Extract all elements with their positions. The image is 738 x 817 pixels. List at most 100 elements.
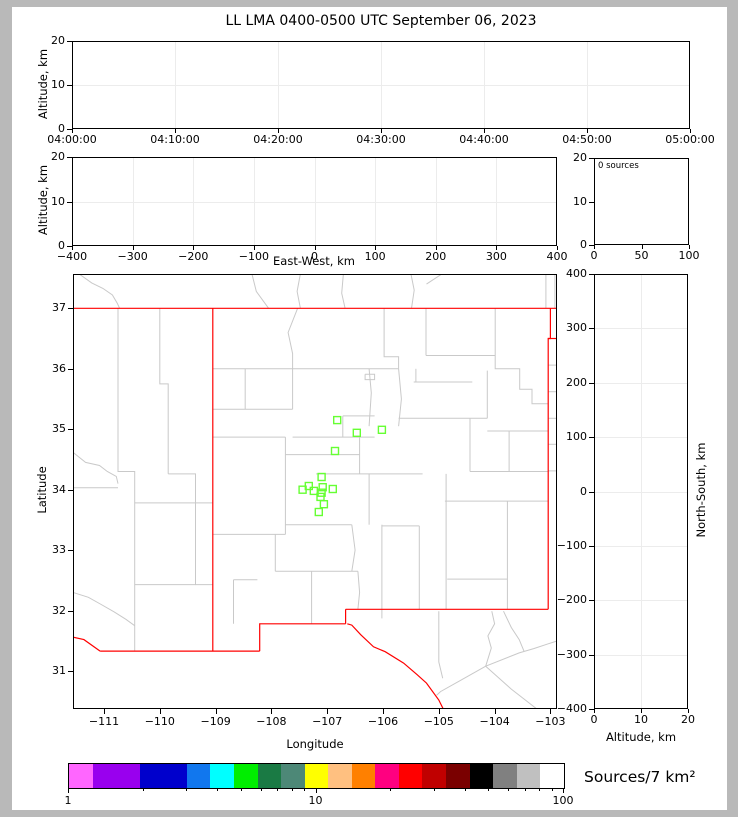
tick-label: −106	[367, 715, 399, 728]
tick-mark	[508, 788, 509, 791]
colorbar-unit-label: Sources/7 km²	[584, 768, 696, 786]
tick-mark	[216, 709, 217, 714]
tick-mark	[67, 85, 72, 86]
tick-mark	[688, 709, 689, 713]
tick-label: −300	[556, 647, 587, 661]
tick-label: 04:10:00	[150, 133, 200, 146]
county-boundary	[74, 452, 119, 484]
tick-mark	[186, 788, 187, 791]
county-boundary	[74, 592, 135, 627]
county-boundary	[251, 275, 270, 309]
tick-label: 33	[52, 543, 66, 557]
tick-mark	[563, 788, 564, 793]
tick-mark	[193, 246, 194, 250]
county-boundary	[341, 275, 346, 309]
tick-mark	[589, 492, 594, 493]
tick-label: 04:30:00	[356, 133, 406, 146]
tick-label: 10	[634, 713, 648, 726]
tick-mark	[589, 202, 594, 203]
tick-mark	[278, 129, 279, 133]
tick-mark	[525, 788, 526, 791]
colorbar-segment	[446, 764, 470, 788]
tick-mark	[254, 246, 255, 250]
tick-mark	[589, 328, 594, 329]
tick-label: −107	[312, 715, 343, 728]
tick-mark	[72, 129, 73, 133]
colorbar-segment	[233, 764, 258, 788]
tick-label: 1	[64, 794, 72, 807]
tick-mark	[67, 41, 72, 42]
tick-mark	[383, 709, 384, 714]
tick-label: 0	[580, 484, 587, 498]
county-boundary	[364, 373, 376, 381]
county-boundary	[368, 368, 372, 427]
colorbar-segment	[516, 764, 541, 788]
tick-mark	[552, 788, 553, 791]
county-boundary	[195, 502, 213, 586]
tick-label: 0	[58, 122, 65, 135]
lightning-source-marker	[314, 507, 323, 517]
tick-label: 20	[681, 713, 695, 726]
tick-label: 100	[678, 249, 700, 262]
tick-label: −111	[88, 715, 120, 728]
tick-label: 05:00:00	[665, 133, 715, 146]
state-boundary	[74, 636, 101, 652]
tick-mark	[143, 788, 144, 791]
tick-label: 0	[58, 239, 65, 252]
colorbar-segment	[116, 764, 140, 788]
colorbar-segment	[163, 764, 187, 788]
colorbar-segment	[422, 764, 446, 788]
sources-count-label: 0 sources	[598, 161, 639, 171]
tick-mark	[67, 202, 72, 203]
tick-label: 31	[52, 664, 66, 677]
tick-mark	[133, 246, 134, 250]
colorbar-segment	[351, 764, 376, 788]
tick-label: −108	[256, 715, 287, 728]
county-boundary	[168, 473, 213, 504]
colorbar-segment	[375, 764, 399, 788]
tick-label: 04:00:00	[47, 133, 97, 146]
gridline	[315, 158, 316, 245]
tick-mark	[68, 788, 69, 793]
tick-label: −400	[56, 250, 88, 263]
tick-label: 0	[590, 713, 598, 726]
map-canvas	[74, 275, 556, 708]
tick-mark	[496, 246, 497, 250]
tick-label: −400	[556, 702, 587, 715]
state-boundary	[259, 623, 346, 652]
gridline	[175, 42, 176, 128]
county-boundary	[357, 571, 361, 610]
gridline	[496, 158, 497, 245]
tick-label: 10	[308, 794, 323, 807]
tick-label: −103	[535, 715, 566, 728]
tick-mark	[327, 709, 328, 714]
lightning-source-marker	[328, 484, 337, 494]
tick-mark	[589, 158, 594, 159]
tick-mark	[436, 246, 437, 250]
tick-mark	[375, 246, 376, 250]
tick-mark	[68, 429, 73, 430]
tick-mark	[439, 709, 440, 714]
tick-mark	[484, 129, 485, 133]
county-boundary	[485, 665, 537, 708]
tick-mark	[241, 788, 242, 791]
colorbar-segment	[398, 764, 423, 788]
gridline	[73, 202, 556, 203]
tick-label: 20	[573, 151, 587, 164]
colorbar-segment	[493, 764, 517, 788]
colorbar-segment	[469, 764, 494, 788]
tick-mark	[271, 709, 272, 714]
colorbar-segment	[69, 764, 93, 788]
gridline	[587, 42, 588, 128]
tick-label: 0	[590, 249, 598, 262]
tick-mark	[72, 246, 73, 250]
tick-label: 20	[51, 150, 65, 163]
county-boundary	[436, 665, 486, 696]
lightning-source-marker	[319, 500, 329, 509]
gridline	[484, 42, 485, 128]
gridline	[381, 42, 382, 128]
tick-label: 50	[634, 249, 649, 262]
tick-label: −110	[144, 715, 175, 728]
tick-label: −200	[178, 250, 209, 263]
tick-mark	[304, 788, 305, 791]
